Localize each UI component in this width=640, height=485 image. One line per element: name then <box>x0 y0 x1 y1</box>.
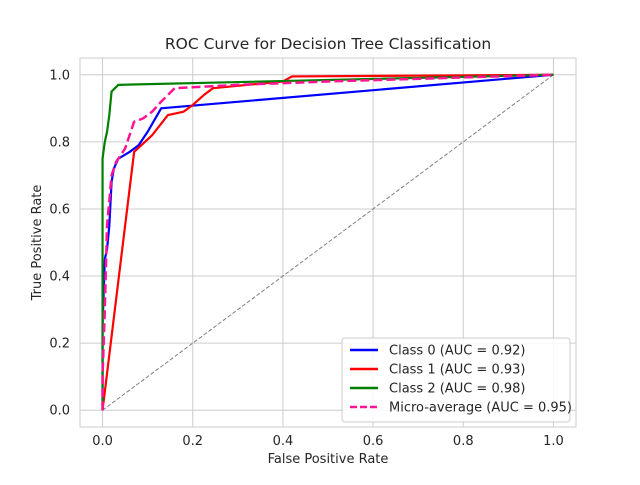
series-line-2 <box>101 73 554 411</box>
series-lines <box>101 73 554 411</box>
x-ticks: 0.0 0.2 0.4 0.6 0.8 1.0 <box>92 434 564 449</box>
series-line-1 <box>101 73 554 411</box>
y-tick-label: 0.8 <box>49 135 70 150</box>
x-tick-label: 0.8 <box>453 434 474 449</box>
y-ticks: 0.0 0.2 0.4 0.6 0.8 1.0 <box>49 68 70 418</box>
y-axis-label: True Positive Rate <box>30 185 45 302</box>
legend-label: Class 0 (AUC = 0.92) <box>389 344 525 359</box>
y-tick-label: 0.6 <box>49 202 70 217</box>
y-tick-label: 0.2 <box>49 337 70 352</box>
x-axis-label: False Positive Rate <box>268 452 389 467</box>
series-line-3 <box>101 73 554 411</box>
chance-diagonal-line <box>102 74 554 411</box>
x-tick-label: 1.0 <box>543 434 564 449</box>
chart-title: ROC Curve for Decision Tree Classificati… <box>165 35 491 53</box>
legend-label: Class 1 (AUC = 0.93) <box>389 363 525 378</box>
x-tick-label: 0.0 <box>92 434 113 449</box>
y-tick-label: 0.0 <box>49 404 70 419</box>
x-tick-label: 0.2 <box>182 434 203 449</box>
y-tick-label: 1.0 <box>49 68 70 83</box>
legend: Class 0 (AUC = 0.92) Class 1 (AUC = 0.93)… <box>341 337 572 423</box>
x-tick-label: 0.4 <box>273 434 294 449</box>
legend-label: Micro-average (AUC = 0.95) <box>389 401 572 416</box>
x-tick-label: 0.6 <box>363 434 384 449</box>
y-tick-label: 0.4 <box>49 270 70 285</box>
legend-label: Class 2 (AUC = 0.98) <box>389 382 525 397</box>
legend-box <box>341 337 571 423</box>
